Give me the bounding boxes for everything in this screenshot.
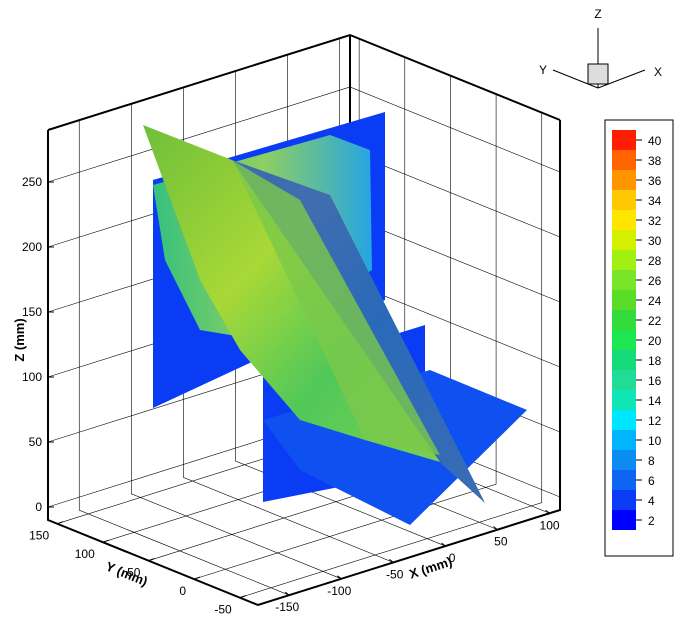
colorbar-swatch <box>612 430 636 450</box>
y-tick-label: 0 <box>179 584 186 598</box>
y-axis-title: Y (mm) <box>104 559 150 589</box>
tick-labels: 0 50 100 150 200 250 -50 0 50 100 150 -150 -100 -50 0 5… <box>22 120 561 617</box>
tick-mark <box>441 542 446 547</box>
tick-mark <box>493 526 498 531</box>
box-edge <box>47 120 561 607</box>
grid-line <box>239 112 543 598</box>
orientation-x: X <box>654 65 662 79</box>
x-axis-title: X (mm) <box>407 554 454 582</box>
colorbar-swatch <box>612 210 636 230</box>
colorbar-swatch <box>612 450 636 470</box>
z-axis-title: Z (mm) <box>12 318 27 361</box>
colorbar-swatch <box>612 410 636 430</box>
colorbar-swatch <box>612 510 636 530</box>
colorbar-label: 4 <box>648 494 655 508</box>
tick-mark <box>337 575 342 580</box>
colorbar-swatch <box>612 330 636 350</box>
orientation-z: Z <box>594 7 601 21</box>
colorbar-swatch <box>612 470 636 490</box>
colorbar-label: 28 <box>648 254 662 268</box>
colorbar-label: 6 <box>648 474 655 488</box>
grid-line <box>131 103 342 580</box>
colorbar-label: 24 <box>648 294 662 308</box>
orientation-y: Y <box>539 63 547 77</box>
box-edge <box>47 33 561 131</box>
slices <box>143 112 527 525</box>
colorbar-label: 26 <box>648 274 662 288</box>
colorbar-swatch <box>612 390 636 410</box>
colorbar-label: 34 <box>648 194 662 208</box>
z-tick-label: 200 <box>22 240 42 254</box>
colorbar-swatch <box>612 490 636 510</box>
x-tick-label: 0 <box>449 551 456 565</box>
z-tick-label: 50 <box>29 435 43 449</box>
grid-line <box>193 94 497 580</box>
colorbar-label: 38 <box>648 154 662 168</box>
grid-line <box>78 120 290 596</box>
colorbar-swatch <box>612 230 636 250</box>
tick-mark <box>239 595 246 599</box>
x-tick-label: -50 <box>386 567 404 581</box>
x-tick-label: -150 <box>275 600 299 614</box>
colorbar-swatch <box>612 370 636 390</box>
colorbar-label: 8 <box>648 454 655 468</box>
y-tick-label: 50 <box>127 566 141 580</box>
orientation-axes <box>552 28 646 89</box>
z-tick-label: 100 <box>22 370 42 384</box>
x-tick-label: -100 <box>327 584 351 598</box>
y-tick-label: -50 <box>214 603 232 617</box>
tick-mark <box>389 559 394 563</box>
slice-sheet-core <box>232 160 440 455</box>
z-tick-label: 0 <box>35 500 42 514</box>
tick-mark <box>545 509 550 514</box>
colorbar-label: 14 <box>648 394 662 408</box>
y-tick-label: 150 <box>29 529 49 543</box>
colorbar-label: 20 <box>648 334 662 348</box>
colorbar-label: 12 <box>648 414 662 428</box>
colorbar-label: 32 <box>648 214 662 228</box>
x-tick-label: 100 <box>540 518 560 532</box>
colorbar-swatch <box>612 310 636 330</box>
colorbar-label: 36 <box>648 174 662 188</box>
z-tick-label: 250 <box>22 175 42 189</box>
y-tick-label: 100 <box>75 547 95 561</box>
tick-mark <box>148 558 155 562</box>
colorbar-label: 18 <box>648 354 662 368</box>
colorbar-swatch <box>612 150 636 170</box>
colorbar-swatch <box>612 170 636 190</box>
colorbar-label: 40 <box>648 134 662 148</box>
tick-mark <box>193 576 201 580</box>
colorbar-label: 10 <box>648 434 662 448</box>
colorbar-swatch <box>612 350 636 370</box>
colorbar-swatch <box>612 250 636 270</box>
tick-mark <box>102 539 109 543</box>
colorbar-label: 22 <box>648 314 662 328</box>
colorbar-swatch <box>612 190 636 210</box>
colorbar-label: 30 <box>648 234 662 248</box>
colorbar-swatch <box>612 270 636 290</box>
colorbar-swatch <box>612 290 636 310</box>
colorbar-label: 16 <box>648 374 662 388</box>
colorbar-swatch <box>612 130 636 150</box>
x-tick-label: 50 <box>494 535 508 549</box>
colorbar-frame <box>604 119 674 557</box>
z-tick-label: 150 <box>22 305 42 319</box>
tick-mark <box>56 521 64 525</box>
colorbar-label: 2 <box>648 514 655 528</box>
tick-mark <box>284 591 290 596</box>
